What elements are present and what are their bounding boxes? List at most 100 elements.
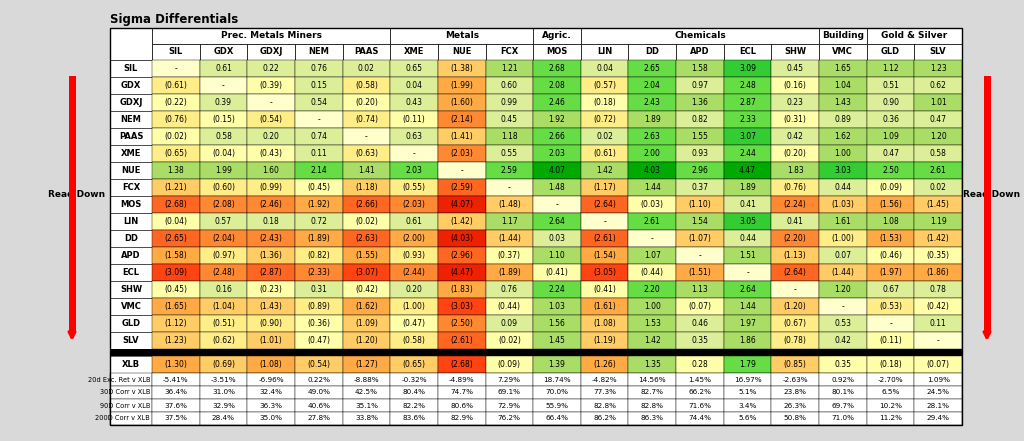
Text: (1.09): (1.09) — [355, 319, 378, 328]
Bar — [534, 247, 581, 264]
Text: (0.39): (0.39) — [260, 81, 283, 90]
Bar — [343, 247, 390, 264]
Text: (0.11): (0.11) — [402, 115, 425, 124]
Bar — [438, 60, 485, 77]
Bar — [247, 356, 295, 373]
Bar — [152, 28, 390, 44]
Bar — [295, 315, 343, 332]
Bar — [110, 162, 152, 179]
Bar — [866, 386, 914, 399]
Text: (1.00): (1.00) — [402, 302, 426, 311]
Bar — [200, 264, 247, 281]
Bar — [676, 356, 724, 373]
Text: 1.51: 1.51 — [739, 251, 756, 260]
Text: 82.8%: 82.8% — [641, 403, 664, 408]
Text: (0.57): (0.57) — [593, 81, 616, 90]
Text: SIL: SIL — [169, 48, 183, 56]
Text: 2.65: 2.65 — [644, 64, 660, 73]
Text: (1.53): (1.53) — [879, 234, 902, 243]
Text: (0.36): (0.36) — [307, 319, 331, 328]
Text: (2.66): (2.66) — [355, 200, 378, 209]
Bar — [343, 332, 390, 349]
Text: 55.9%: 55.9% — [546, 403, 568, 408]
Bar — [295, 44, 343, 60]
Bar — [914, 60, 962, 77]
Text: (3.07): (3.07) — [355, 268, 378, 277]
Text: 0.82: 0.82 — [691, 115, 709, 124]
Text: (3.03): (3.03) — [451, 302, 473, 311]
Text: 2.43: 2.43 — [644, 98, 660, 107]
Text: -0.32%: -0.32% — [401, 377, 427, 382]
Bar — [534, 399, 581, 412]
Bar — [581, 298, 629, 315]
Bar — [485, 162, 534, 179]
Bar — [914, 264, 962, 281]
Text: 4.07: 4.07 — [549, 166, 565, 175]
Bar — [819, 264, 866, 281]
Bar — [485, 247, 534, 264]
Bar — [984, 76, 991, 333]
Bar — [534, 196, 581, 213]
Bar — [485, 356, 534, 373]
Text: (1.13): (1.13) — [783, 251, 807, 260]
Bar — [724, 332, 771, 349]
Bar — [438, 44, 485, 60]
Bar — [724, 412, 771, 425]
Bar — [110, 264, 152, 281]
Bar — [819, 77, 866, 94]
Text: 0.44: 0.44 — [739, 234, 756, 243]
Text: 1.44: 1.44 — [644, 183, 660, 192]
Text: (0.41): (0.41) — [593, 285, 616, 294]
Bar — [581, 94, 629, 111]
Bar — [914, 315, 962, 332]
Bar — [819, 298, 866, 315]
Bar — [200, 128, 247, 145]
Bar — [629, 247, 676, 264]
Text: 0.41: 0.41 — [739, 200, 756, 209]
Text: (0.16): (0.16) — [783, 81, 807, 90]
Bar — [152, 247, 200, 264]
Text: (2.59): (2.59) — [451, 183, 473, 192]
Text: SLV: SLV — [930, 48, 946, 56]
Bar — [247, 77, 295, 94]
Bar — [629, 386, 676, 399]
Bar — [110, 247, 152, 264]
Bar — [485, 145, 534, 162]
Text: (1.08): (1.08) — [593, 319, 616, 328]
Text: -: - — [842, 302, 844, 311]
Text: 0.62: 0.62 — [930, 81, 946, 90]
Bar — [629, 230, 676, 247]
Text: (0.02): (0.02) — [165, 132, 187, 141]
Bar — [390, 94, 438, 111]
Text: ECL: ECL — [739, 48, 756, 56]
Text: (0.43): (0.43) — [260, 149, 283, 158]
Text: (0.78): (0.78) — [783, 336, 807, 345]
Text: 1.48: 1.48 — [549, 183, 565, 192]
Text: 24.5%: 24.5% — [927, 389, 949, 396]
Text: (2.08): (2.08) — [212, 200, 234, 209]
Text: LIN: LIN — [597, 48, 612, 56]
Bar — [343, 44, 390, 60]
Text: (1.20): (1.20) — [355, 336, 378, 345]
Text: (1.12): (1.12) — [165, 319, 187, 328]
Bar — [866, 315, 914, 332]
Bar — [247, 94, 295, 111]
Bar — [914, 196, 962, 213]
Text: 4.47: 4.47 — [739, 166, 756, 175]
Bar — [629, 264, 676, 281]
Text: Read Down: Read Down — [964, 190, 1021, 199]
Bar — [390, 196, 438, 213]
Bar — [914, 213, 962, 230]
Bar — [485, 281, 534, 298]
Text: GDX: GDX — [121, 81, 141, 90]
Text: 1.01: 1.01 — [930, 98, 946, 107]
Text: 69.7%: 69.7% — [831, 403, 854, 408]
Bar — [390, 399, 438, 412]
Text: 2.96: 2.96 — [691, 166, 709, 175]
Bar — [390, 264, 438, 281]
Bar — [200, 399, 247, 412]
Text: 1.61: 1.61 — [835, 217, 851, 226]
Bar — [771, 111, 819, 128]
Text: (0.18): (0.18) — [880, 360, 902, 369]
Bar — [676, 399, 724, 412]
